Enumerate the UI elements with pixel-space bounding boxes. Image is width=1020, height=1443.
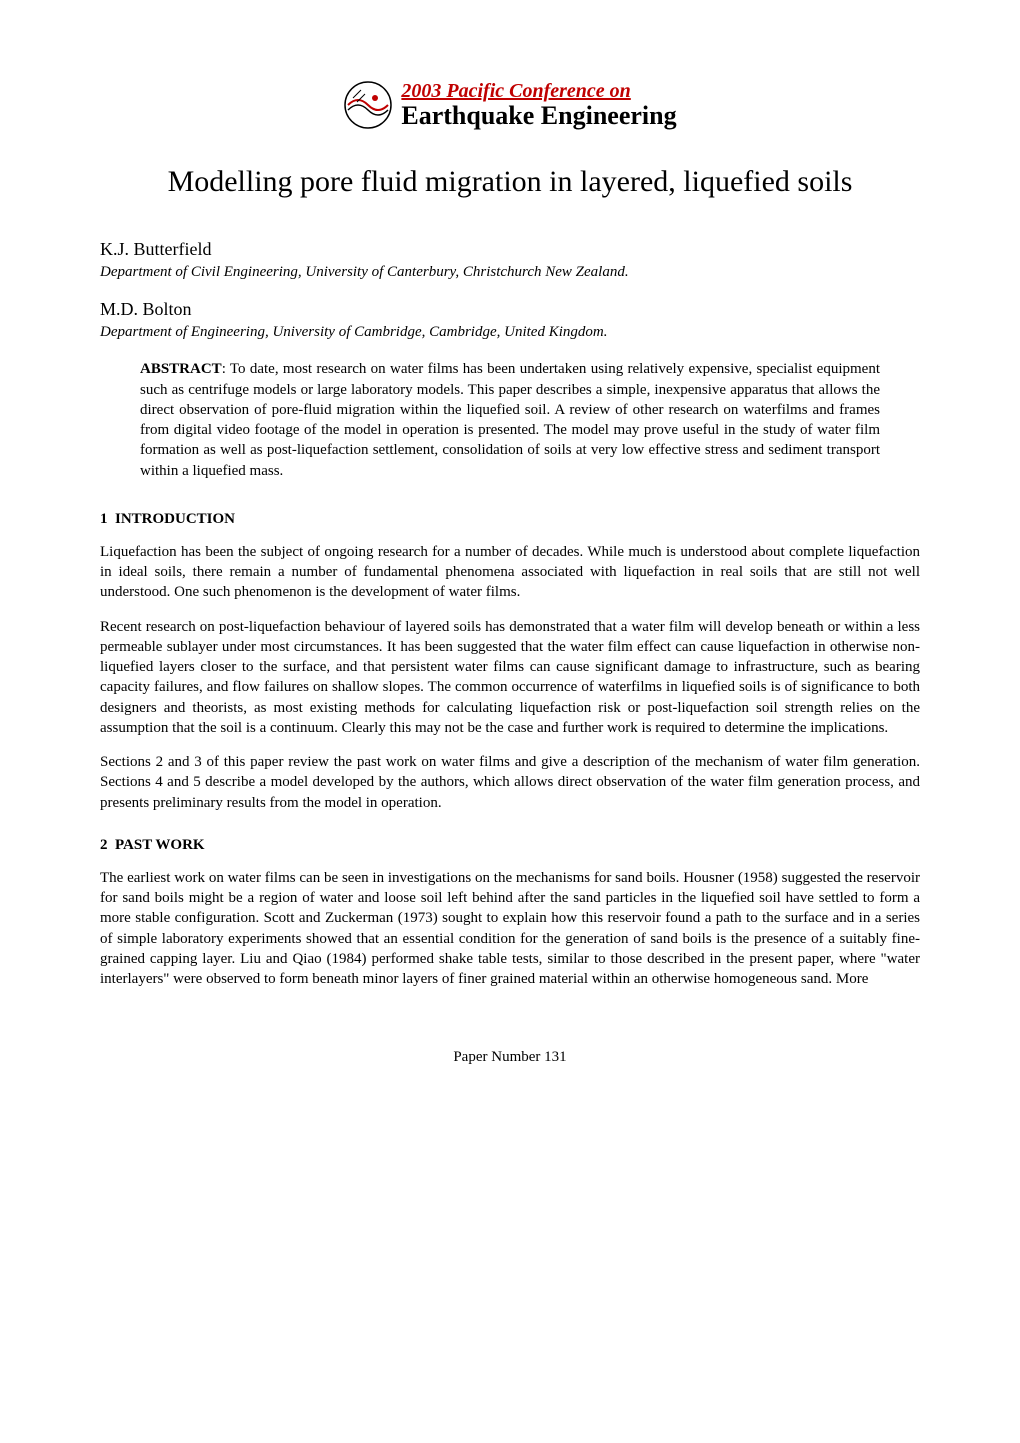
author-block-1: K.J. Butterfield Department of Civil Eng… [100,239,920,281]
author-affiliation-2: Department of Engineering, University of… [100,324,920,341]
section-heading-1: 1 INTRODUCTION [100,511,920,528]
section-heading-2: 2 PAST WORK [100,837,920,854]
paragraph: Recent research on post-liquefaction beh… [100,617,920,739]
section-number-1: 1 [100,511,108,527]
logo-line1: 2003 Pacific Conference on [401,80,676,102]
author-affiliation-1: Department of Civil Engineering, Univers… [100,264,920,281]
author-name-2: M.D. Bolton [100,299,920,320]
author-block-2: M.D. Bolton Department of Engineering, U… [100,299,920,341]
logo-wrapper: 2003 Pacific Conference on Earthquake En… [343,80,676,131]
abstract-text: : To date, most research on water films … [140,361,880,478]
logo-line2: Earthquake Engineering [401,102,676,131]
paper-title: Modelling pore fluid migration in layere… [100,165,920,199]
paragraph: Sections 2 and 3 of this paper review th… [100,752,920,813]
abstract-label: ABSTRACT [140,361,222,377]
logo-text: 2003 Pacific Conference on Earthquake En… [401,80,676,131]
page-footer: Paper Number 131 [100,1049,920,1066]
section-title-1: INTRODUCTION [115,511,235,527]
paragraph: The earliest work on water films can be … [100,868,920,990]
conference-logo: 2003 Pacific Conference on Earthquake En… [100,80,920,135]
section-title-2: PAST WORK [115,837,205,853]
author-name-1: K.J. Butterfield [100,239,920,260]
paragraph: Liquefaction has been the subject of ong… [100,542,920,603]
logo-icon [343,80,393,130]
abstract: ABSTRACT: To date, most research on wate… [140,359,880,481]
section-number-2: 2 [100,837,108,853]
